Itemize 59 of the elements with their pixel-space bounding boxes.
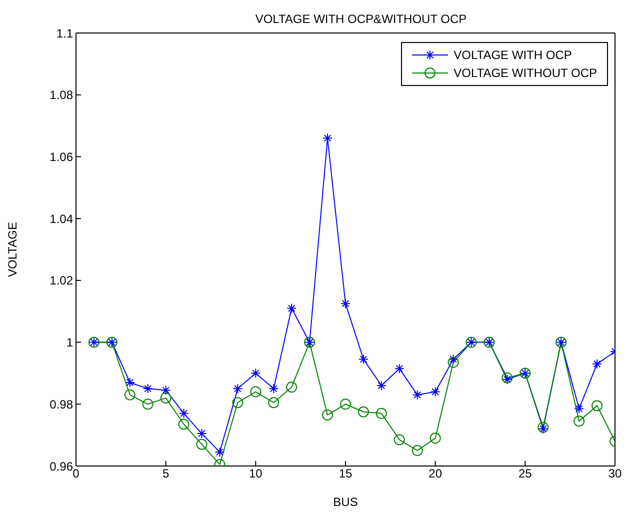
y-tick-label: 0.96 (50, 459, 74, 474)
x-tick-label: 20 (428, 466, 442, 481)
point (250, 386, 262, 398)
point (430, 432, 441, 444)
point (268, 384, 279, 394)
point (142, 398, 154, 410)
point (574, 416, 585, 427)
y-tick-label: 1.08 (50, 88, 74, 102)
y-tick-label: 1.1 (56, 26, 74, 40)
point (178, 408, 189, 418)
point (340, 298, 350, 309)
x-tick-label: 30 (608, 466, 622, 481)
legend-label: VOLTAGE WITH OCP (454, 48, 572, 62)
point (286, 303, 297, 314)
point (124, 389, 136, 400)
point (142, 384, 153, 394)
y-tick-label: 1.04 (50, 212, 74, 226)
chart-title: VOLTAGE WITH OCP&WITHOUT OCP (254, 12, 468, 26)
point (322, 409, 334, 420)
point (268, 397, 280, 408)
x-tick-label: 0 (72, 466, 80, 481)
point (124, 377, 135, 388)
point (592, 400, 603, 412)
point (286, 382, 298, 393)
y-tick-label: 1.02 (50, 274, 74, 288)
point (340, 398, 351, 410)
point (394, 364, 404, 374)
point (214, 447, 225, 458)
point (592, 358, 602, 369)
point (358, 406, 369, 418)
point (196, 438, 208, 450)
y-axis-title: VOLTAGE (5, 222, 20, 277)
x-axis-title: BUS (333, 495, 358, 509)
legend-label: VOLTAGE WITHOUT OCP (454, 66, 597, 80)
y-tick-label: 1 (66, 336, 74, 350)
point (322, 133, 333, 144)
point (448, 356, 459, 368)
point (412, 390, 422, 400)
point (232, 384, 243, 394)
point (376, 408, 387, 419)
x-tick-label: 10 (248, 466, 263, 481)
point (178, 418, 190, 430)
point (574, 404, 584, 414)
point (232, 397, 244, 408)
point (250, 368, 261, 378)
point (160, 385, 171, 396)
point (196, 428, 207, 439)
y-tick-label: 0.98 (50, 397, 74, 412)
x-tick-label: 25 (518, 466, 532, 481)
y-tick-label: 1.06 (50, 150, 74, 164)
point (160, 392, 172, 404)
point (448, 354, 458, 364)
point (412, 445, 423, 456)
x-tick-label: 5 (162, 466, 170, 481)
point (430, 386, 440, 397)
point (394, 434, 405, 446)
x-tick-label: 15 (338, 466, 352, 481)
point (376, 380, 386, 391)
point (358, 354, 368, 364)
